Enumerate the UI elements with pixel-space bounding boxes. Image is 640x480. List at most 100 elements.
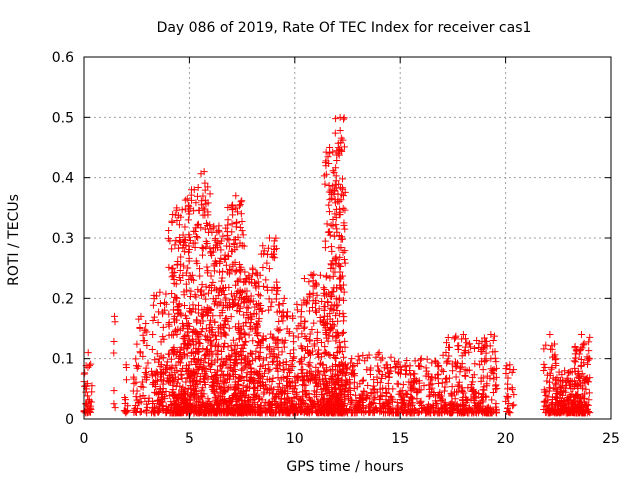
data-point [183,352,191,360]
data-point [416,356,424,364]
data-point [173,217,181,225]
data-point [461,372,469,380]
data-point [212,336,220,344]
data-point [259,381,267,389]
data-point [585,347,593,355]
data-point [241,268,249,276]
data-point [372,353,380,361]
data-point [213,371,221,379]
data-point [234,408,242,416]
data-point [207,316,215,324]
data-point [236,201,244,209]
data-point [540,386,548,394]
data-point [199,310,207,318]
data-point [574,390,582,398]
data-point [582,376,590,384]
data-point [341,247,349,255]
data-point [194,234,202,242]
data-point [274,287,282,295]
data-point [276,408,284,416]
data-point-peak [375,349,383,357]
data-point [304,375,312,383]
data-point [475,389,483,397]
data-point [156,373,164,381]
data-point [303,300,311,308]
data-point [177,404,185,412]
data-point [459,401,467,409]
data-point [182,280,190,288]
data-point [316,271,324,279]
data-point [369,385,377,393]
data-point [572,409,580,417]
x-tick-label: 15 [391,431,409,447]
data-point [503,404,511,412]
data-point [326,315,334,323]
data-point [422,364,430,372]
data-point [265,345,273,353]
data-point [185,336,193,344]
data-point [248,350,256,358]
data-point [270,353,278,361]
data-point [571,364,579,372]
data-point [323,349,331,357]
data-point [384,403,392,411]
data-point [213,371,221,379]
data-point [229,394,237,402]
data-point [352,391,360,399]
data-point [130,406,138,414]
data-point [585,354,593,362]
data-point [542,392,550,400]
data-point [165,378,173,386]
data-point [340,143,348,151]
data-point [149,301,157,309]
data-point [177,348,185,356]
data-point [369,399,377,407]
data-point [168,219,176,227]
data-point [341,360,349,368]
data-point [321,303,329,311]
data-point [558,387,566,395]
data-point [264,244,272,252]
data-point [246,311,254,319]
data-point [378,370,386,378]
data-point-peak [487,331,495,339]
data-point [301,332,309,340]
data-point [251,376,259,384]
data-point [240,398,248,406]
x-tick-label: 20 [497,431,515,447]
data-point [263,251,271,259]
data-point [252,347,260,355]
data-point [149,331,157,339]
data-point [439,405,447,413]
data-point [403,408,411,416]
data-point [432,399,440,407]
data-point [251,383,259,391]
data-point [162,387,170,395]
data-point [553,394,561,402]
data-point [307,396,315,404]
data-point [191,239,199,247]
data-point [297,366,305,374]
data-point [446,401,454,409]
data-point-peak [215,222,223,230]
data-point [465,366,473,374]
data-point [169,400,177,408]
data-point [260,384,268,392]
data-point [185,361,193,369]
data-points [80,113,594,417]
data-point [175,211,183,219]
data-point [243,287,251,295]
data-point [586,374,594,382]
data-point [298,301,306,309]
data-point [224,204,232,212]
data-point [321,348,329,356]
data-point [271,254,279,262]
data-point [417,398,425,406]
data-point [242,338,250,346]
data-point [466,406,474,414]
data-point [191,291,199,299]
data-point [234,277,242,285]
data-point [138,378,146,386]
data-point [189,368,197,376]
data-point [193,318,201,326]
